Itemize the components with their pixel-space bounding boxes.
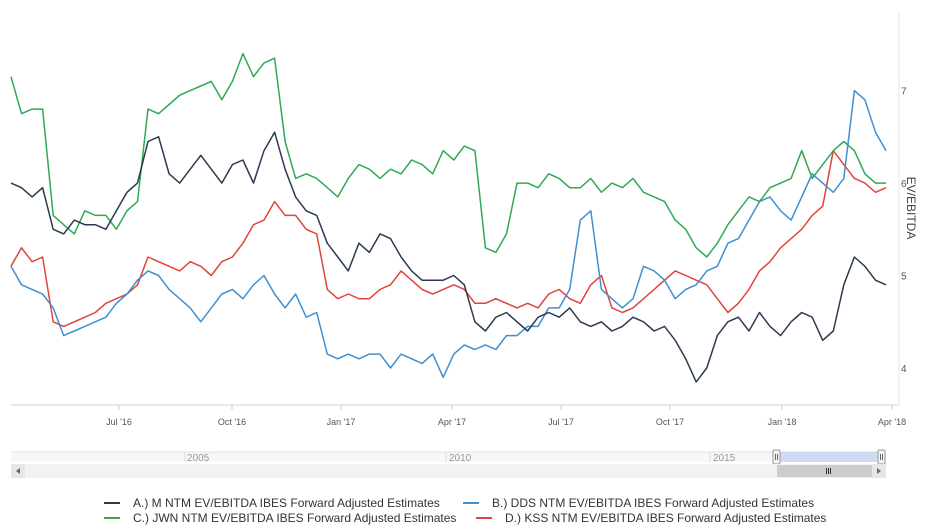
navigator-label-2010: 2010 — [449, 453, 472, 464]
series-line-jwn[interactable] — [10, 52, 886, 258]
x-tick-label: Apr '18 — [878, 417, 906, 427]
legend-item-m[interactable]: A.) M NTM EV/EBITDA IBES Forward Adjuste… — [104, 496, 440, 510]
legend-label-dds: B.) DDS NTM EV/EBITDA IBES Forward Adjus… — [492, 496, 814, 510]
y-tick-label: 7 — [901, 87, 907, 98]
legend-item-dds[interactable]: B.) DDS NTM EV/EBITDA IBES Forward Adjus… — [463, 496, 814, 510]
scroll-left-arrow-icon — [16, 468, 20, 474]
legend-label-jwn: C.) JWN NTM EV/EBITDA IBES Forward Adjus… — [133, 511, 456, 525]
legend-item-jwn[interactable]: C.) JWN NTM EV/EBITDA IBES Forward Adjus… — [104, 511, 456, 525]
x-tick-label: Oct '16 — [218, 417, 246, 427]
scrollbar-track[interactable] — [11, 464, 886, 478]
navigator-selected-range[interactable] — [777, 452, 882, 462]
y-axis-title: EV/EBITDA — [904, 177, 918, 240]
plot-area: Jul '16 Oct '16 Jan '17 Apr '17 Jul '17 Oct '… — [10, 12, 918, 427]
y-tick-label: 6 — [901, 179, 907, 190]
y-tick-layer: 4 5 6 7 — [901, 87, 907, 375]
series-layer — [10, 52, 887, 383]
scrollbar[interactable] — [11, 464, 886, 478]
legend-label-kss: D.) KSS NTM EV/EBITDA IBES Forward Adjus… — [505, 511, 826, 525]
x-tick-label: Apr '17 — [438, 417, 466, 427]
navigator-right-handle[interactable] — [877, 449, 886, 465]
legend: A.) M NTM EV/EBITDA IBES Forward Adjuste… — [104, 496, 826, 525]
x-tick-layer: Jul '16 Oct '16 Jan '17 Apr '17 Jul '17 Oct '… — [106, 405, 906, 427]
legend-label-m: A.) M NTM EV/EBITDA IBES Forward Adjuste… — [133, 496, 440, 510]
x-tick-label: Oct '17 — [656, 417, 684, 427]
series-line-dds[interactable] — [10, 89, 887, 379]
y-tick-label: 5 — [901, 272, 907, 283]
x-tick-label: Jan '18 — [768, 417, 797, 427]
scrollbar-grip-icon — [826, 468, 831, 474]
x-tick-label: Jan '17 — [327, 417, 356, 427]
series-line-kss[interactable] — [10, 149, 887, 328]
x-tick-label: Jul '17 — [548, 417, 574, 427]
scroll-right-arrow-icon — [877, 468, 881, 474]
navigator-label-2005: 2005 — [187, 453, 210, 464]
navigator[interactable]: 2005 2010 2015 — [11, 449, 886, 465]
series-line-m[interactable] — [10, 131, 887, 383]
legend-item-kss[interactable]: D.) KSS NTM EV/EBITDA IBES Forward Adjus… — [476, 511, 826, 525]
y-tick-label: 4 — [901, 364, 907, 375]
navigator-left-handle[interactable] — [772, 449, 781, 465]
navigator-background — [11, 452, 886, 462]
x-tick-label: Jul '16 — [106, 417, 132, 427]
navigator-label-2015: 2015 — [713, 453, 736, 464]
